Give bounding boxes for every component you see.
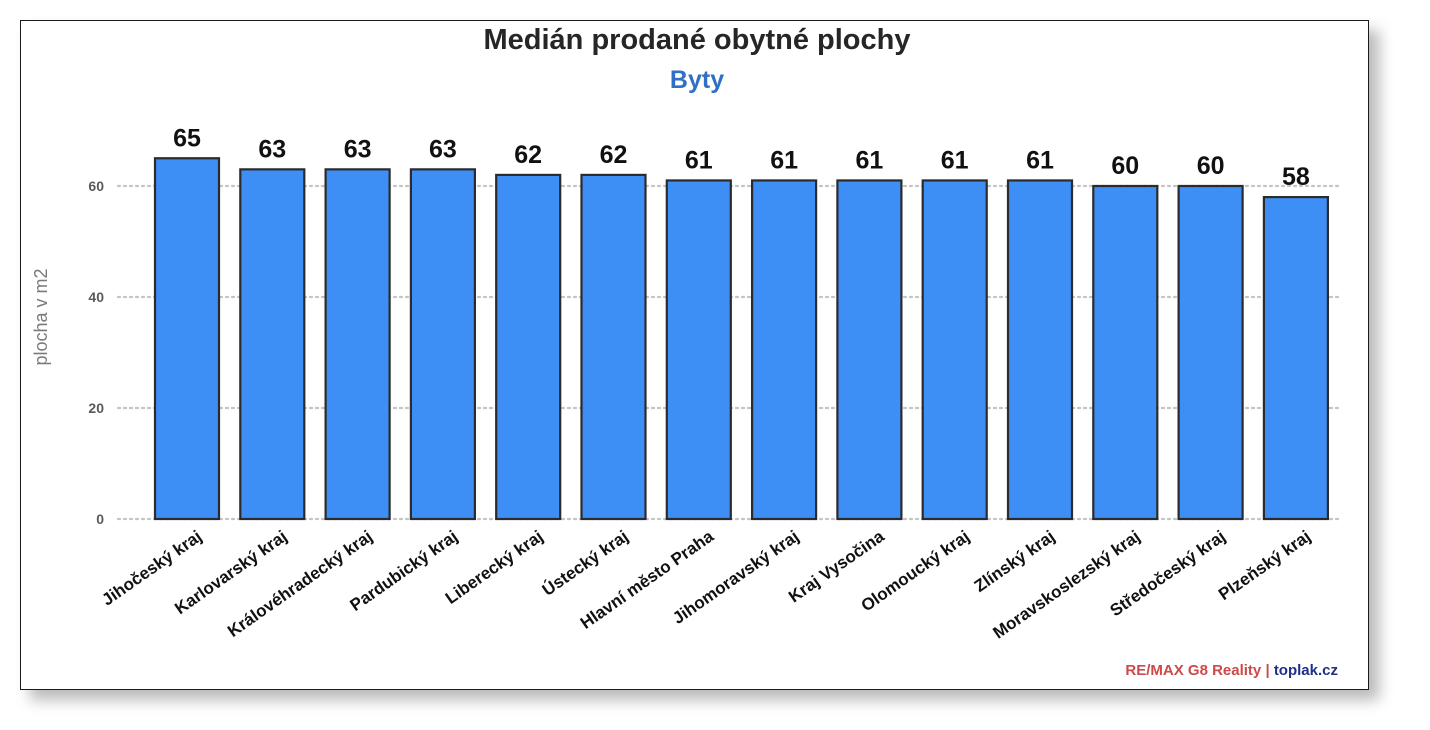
bar [153, 157, 221, 521]
bar [409, 168, 476, 521]
data-label: 61 [941, 146, 969, 174]
data-label: 58 [1282, 163, 1310, 191]
data-label: 61 [855, 146, 883, 174]
data-label: 63 [429, 135, 457, 163]
data-label: 65 [173, 124, 201, 152]
y-axis-label: plocha v m2 [31, 268, 51, 365]
data-label: 63 [344, 135, 372, 163]
chart-subtitle: Byty [669, 66, 725, 94]
data-label: 61 [770, 146, 798, 174]
chart-title: Medián prodané obytné plochy [483, 24, 911, 56]
data-label: 61 [685, 146, 713, 174]
data-label: 60 [1197, 152, 1225, 180]
y-tick-label: 40 [88, 289, 104, 305]
x-tick-label: Moravskoslezský kraj [989, 527, 1143, 643]
bar [665, 179, 732, 521]
bar [836, 179, 903, 521]
data-label: 62 [514, 141, 542, 169]
y-tick-label: 60 [88, 178, 104, 194]
y-tick-label: 20 [88, 400, 104, 416]
credit-separator: | [1265, 662, 1270, 679]
data-label: 60 [1111, 152, 1139, 180]
x-tick-label: Zlínský kraj [971, 527, 1059, 596]
x-tick-label: Plzeňský kraj [1215, 527, 1314, 604]
credit-remax: RE/MAX G8 Reality [1125, 662, 1262, 679]
bar [1006, 179, 1074, 521]
bar [324, 168, 391, 521]
data-label: 62 [600, 141, 628, 169]
bar [921, 179, 988, 521]
bar [1177, 184, 1244, 521]
credit-line: RE/MAX G8 Reality | toplak.cz [1125, 662, 1338, 679]
y-tick-label: 0 [96, 511, 104, 527]
x-tick-label: Královéhradecký kraj [224, 527, 376, 641]
bar [495, 173, 562, 521]
bar [1262, 196, 1330, 521]
bar [580, 173, 647, 521]
bar [750, 179, 818, 521]
data-label: 63 [258, 135, 286, 163]
bar [1092, 184, 1159, 521]
credit-site: toplak.cz [1273, 662, 1338, 679]
bar [239, 168, 306, 521]
data-label: 61 [1026, 146, 1054, 174]
